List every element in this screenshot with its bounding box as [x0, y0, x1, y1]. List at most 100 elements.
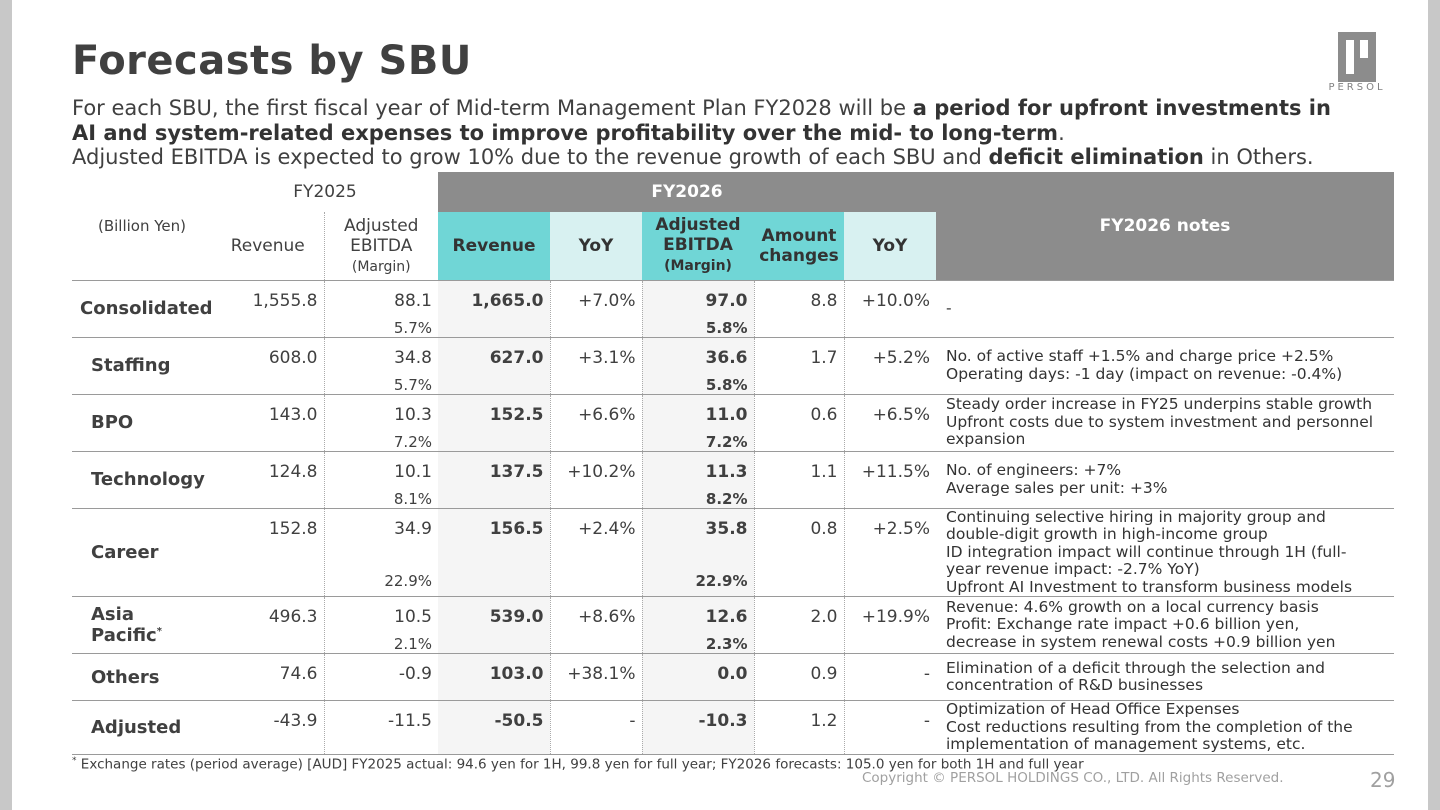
fy2025-revenue: 152.8 [212, 508, 325, 597]
margin-value: 5.8% [705, 318, 748, 337]
margin-value: 8.2% [705, 489, 748, 508]
segment-cell: Technology [72, 451, 212, 508]
margin-value: 5.7% [393, 375, 432, 394]
amount-changes-header: Amount changes [754, 212, 844, 280]
notes-cell: Steady order increase in FY25 underpins … [936, 394, 1394, 451]
table-row: Asia Pacific* 496.3 10.5 2.1% 539.0 +8.6% 12.6 2… [72, 596, 1394, 654]
amount-changes: 1.2 [754, 700, 845, 754]
fy2026-revenue-yoy: +8.6% [550, 596, 643, 654]
table-row: Others 74.6 -0.9 103.0 +38.1% 0.0 0.9 - Eliminat… [72, 653, 1394, 701]
header-text: Adjusted [344, 215, 419, 236]
header-text: Adjusted [655, 215, 741, 236]
value: -11.5 [388, 711, 432, 731]
notes-cell: Elimination of a deficit through the sel… [936, 654, 1394, 701]
value: 0.9 [810, 664, 838, 684]
value: 10.5 [394, 607, 432, 627]
notes-header: FY2026 notes [936, 172, 1394, 280]
value: 124.8 [268, 461, 318, 482]
fy2026-revenue-yoy: +10.2% [550, 451, 643, 508]
value: 11.3 [705, 461, 748, 482]
note-line: Upfront costs due to system investment a… [946, 412, 1374, 431]
amount-changes: 0.9 [754, 653, 845, 701]
fy2025-ebitda: 34.8 5.7% [324, 337, 438, 394]
value: +6.5% [872, 404, 930, 425]
value: +38.1% [567, 664, 636, 684]
fy2025-revenue: 74.6 [212, 653, 325, 701]
value: 10.1 [394, 461, 432, 482]
value: 137.5 [489, 461, 544, 482]
fy2026-revenue: -50.5 [438, 700, 551, 754]
note-line: Cost reductions resulting from the compl… [946, 717, 1353, 736]
value: 627.0 [489, 347, 544, 368]
amount-changes: 8.8 [754, 280, 845, 337]
note-line: Revenue: 4.6% growth on a local currency… [946, 597, 1319, 616]
subtitle-emphasis: a period for upfront investments in [912, 96, 1331, 120]
fy2025-revenue: 496.3 [212, 596, 325, 654]
value: +2.4% [578, 518, 636, 539]
fy2026-revenue-yoy: +7.0% [550, 280, 643, 337]
note-line: Elimination of a deficit through the sel… [946, 658, 1325, 677]
fy2025-ebitda: 10.1 8.1% [324, 451, 438, 508]
amount-changes: 1.7 [754, 337, 845, 394]
fy2026-revenue: 627.0 [438, 337, 551, 394]
value: +10.2% [567, 461, 636, 482]
value: 1,555.8 [252, 290, 318, 311]
value: -10.3 [698, 711, 748, 731]
subtitle-text: . [1058, 120, 1065, 145]
note-line: Average sales per unit: +3% [946, 478, 1168, 497]
value: 35.8 [705, 518, 748, 539]
segment-cell: Others [72, 654, 212, 701]
fy2026-ebitda-yoy-header: YoY [844, 212, 936, 280]
value: 1.1 [810, 461, 838, 482]
notes-cell: No. of engineers: +7% Average sales per u… [936, 451, 1394, 508]
margin-value: 7.2% [393, 432, 432, 451]
value: 539.0 [489, 607, 544, 627]
fy2026-ebitda: 11.3 8.2% [642, 451, 755, 508]
fy2026-ebitda-yoy: +6.5% [844, 394, 936, 451]
segment-name: Asia [91, 604, 134, 625]
logo-wordmark: PERSOL [1328, 82, 1386, 93]
fy2026-ebitda: 36.6 5.8% [642, 337, 755, 394]
header-text: EBITDA [350, 235, 413, 256]
value: 1.2 [810, 711, 838, 731]
value: 143.0 [268, 404, 318, 425]
fy2026-ebitda: 97.0 5.8% [642, 280, 755, 337]
persol-logo-icon [1338, 32, 1376, 82]
fy2026-revenue: 1,665.0 [438, 280, 551, 337]
value: +11.5% [861, 461, 930, 482]
segment-cell: Asia Pacific* [72, 597, 212, 654]
fy2026-ebitda: -10.3 [642, 700, 755, 754]
note-line: concentration of R&D businesses [946, 676, 1204, 694]
notes-cell: No. of active staff +1.5% and charge pri… [936, 337, 1394, 394]
footnote-mark: * [72, 756, 77, 766]
value: 103.0 [489, 664, 544, 684]
value: 97.0 [705, 290, 748, 311]
value: -50.5 [494, 711, 544, 731]
left-edge-bar [0, 0, 12, 810]
segment-name: Adjusted [91, 716, 182, 738]
value: 12.6 [705, 607, 748, 627]
fy2026-ebitda-yoy: +5.2% [844, 337, 936, 394]
segment-name: Technology [91, 469, 205, 490]
note-line: - [946, 298, 952, 317]
fy2026-revenue-yoy: - [550, 700, 643, 754]
value: 11.0 [705, 404, 748, 425]
subtitle-text: Adjusted EBITDA is expected to grow 10% … [72, 145, 989, 169]
value: -43.9 [273, 711, 318, 731]
segment-cell: Adjusted [72, 701, 212, 755]
fy2026-revenue: 539.0 [438, 596, 551, 654]
segment-name: Career [91, 541, 159, 563]
fy2025-revenue: 1,555.8 [212, 280, 325, 337]
note-line: Upfront AI Investment to transform busin… [946, 577, 1353, 596]
note-line: Optimization of Head Office Expenses [946, 700, 1240, 718]
margin-value: 22.9% [384, 571, 432, 590]
margin-value: 22.9% [695, 571, 748, 590]
fy2026-ebitda-yoy: +2.5% [844, 508, 936, 597]
value: 0.8 [810, 518, 838, 539]
value: - [923, 711, 930, 731]
segment-cell: Staffing [72, 337, 212, 394]
value: 152.8 [268, 518, 318, 539]
fy2026-revenue-header: Revenue [438, 212, 550, 280]
note-line: expansion [946, 430, 1026, 449]
fy2025-ebitda: 88.1 5.7% [324, 280, 438, 337]
